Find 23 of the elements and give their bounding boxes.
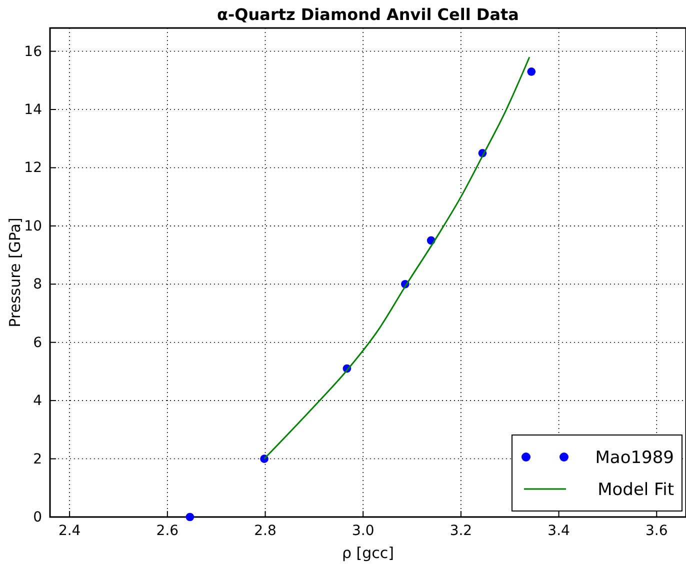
legend-label: Model Fit [598, 480, 674, 500]
x-axis-title: ρ [gcc] [342, 544, 394, 562]
y-tick-label: 6 [33, 334, 42, 351]
x-tick-label: 3.0 [352, 522, 374, 539]
y-tick-label: 16 [24, 44, 42, 60]
y-axis-title: Pressure [GPa] [6, 218, 24, 328]
y-tick-label: 14 [24, 102, 42, 118]
x-tick-label: 3.2 [450, 522, 472, 539]
y-tick-label: 12 [24, 160, 42, 176]
x-tick-label: 2.4 [58, 522, 81, 539]
x-tick-label: 2.6 [156, 522, 179, 539]
y-tick-label: 2 [33, 451, 42, 468]
chart-title: α-Quartz Diamond Anvil Cell Data [217, 5, 519, 24]
point [186, 512, 194, 522]
x-tick-label: 3.6 [646, 522, 668, 539]
y-tick-label: 10 [24, 218, 42, 234]
x-tick-label: 3.4 [548, 522, 570, 539]
legend-label: Mao1989 [595, 448, 674, 468]
y-tick-label: 4 [33, 393, 42, 410]
point [527, 67, 536, 76]
y-tick-label: 8 [33, 276, 42, 293]
y-tick-label: 0 [33, 509, 42, 526]
x-tick-label: 2.8 [254, 522, 276, 539]
